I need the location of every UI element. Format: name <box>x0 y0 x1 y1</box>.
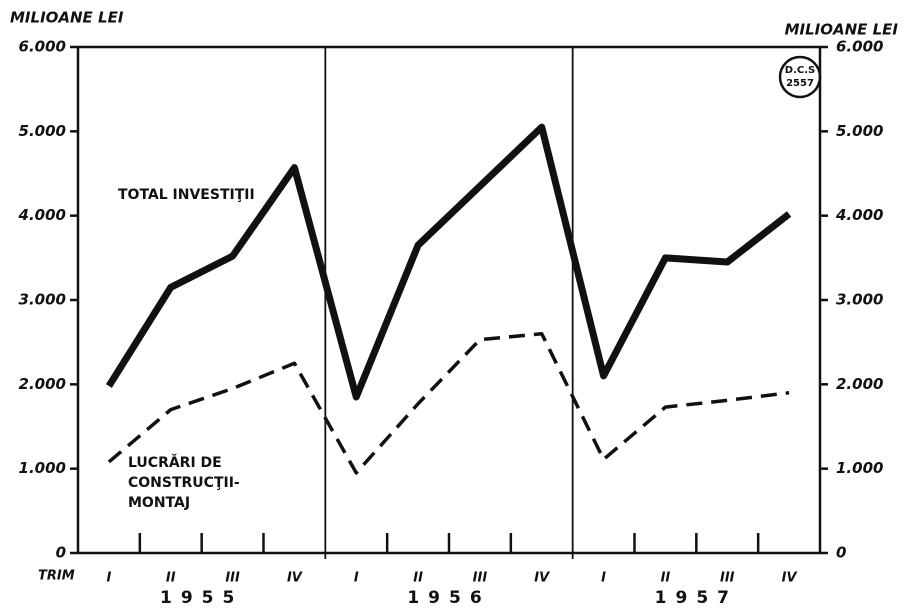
badge-text: 2557 <box>786 78 814 89</box>
y2-tick-label: 0 <box>836 544 846 562</box>
x-tick-label: III <box>225 571 240 586</box>
x-tick-label: III <box>720 571 735 586</box>
y2-tick-label: 1.000 <box>836 459 883 477</box>
annotation: CONSTRUCŢII- <box>128 475 240 491</box>
x-tick-label: II <box>661 571 671 586</box>
y-axis-label: MILIOANE LEI <box>10 9 124 27</box>
y2-axis-label: MILIOANE LEI <box>785 21 899 39</box>
y-tick-label: 3.000 <box>19 291 66 309</box>
x-tick-label: IV <box>287 571 303 586</box>
year-label: 1955 <box>160 588 243 608</box>
badge-text: D.C.S <box>785 65 815 76</box>
annotation: LUCRĂRI DE <box>128 453 222 471</box>
x-tick-label: IV <box>782 571 798 586</box>
series-line <box>107 331 790 475</box>
x-tick-label: II <box>413 571 423 586</box>
y-tick-label: 4.000 <box>18 206 66 224</box>
y-tick-label: 1.000 <box>19 459 66 477</box>
series-line <box>105 123 792 401</box>
badge <box>778 55 822 99</box>
y-tick-label: 5.000 <box>19 122 66 140</box>
y-tick-label: 0 <box>56 544 66 562</box>
x-tick-label: II <box>166 571 176 586</box>
x-axis-label: TRIM <box>38 569 75 584</box>
y2-tick-label: 2.000 <box>836 375 883 393</box>
annotation: MONTAJ <box>128 495 190 511</box>
x-tick-label: IV <box>534 571 550 586</box>
year-label: 1957 <box>655 588 738 608</box>
y2-tick-label: 3.000 <box>836 291 883 309</box>
y2-tick-label: 6.000 <box>836 38 883 56</box>
y2-tick-label: 4.000 <box>835 206 883 224</box>
x-tick-label: III <box>473 571 488 586</box>
x-tick-label: I <box>601 571 606 586</box>
year-label: 1956 <box>407 588 490 608</box>
annotation: TOTAL INVESTIŢII <box>118 187 255 203</box>
x-tick-label: I <box>106 571 111 586</box>
y-tick-label: 6.000 <box>19 38 66 56</box>
x-tick-label: I <box>354 571 359 586</box>
y-tick-label: 2.000 <box>19 375 66 393</box>
y2-tick-label: 5.000 <box>836 122 883 140</box>
